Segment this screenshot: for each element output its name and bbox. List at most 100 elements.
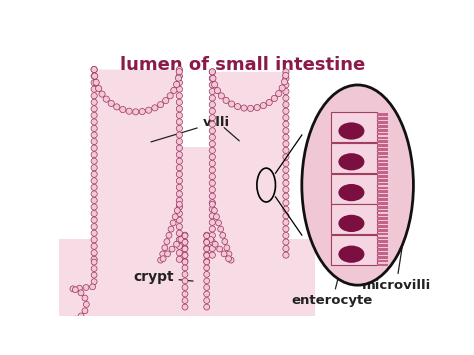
Circle shape (91, 158, 97, 164)
Circle shape (283, 252, 289, 258)
Circle shape (283, 239, 289, 245)
Circle shape (91, 266, 97, 272)
Circle shape (176, 165, 182, 171)
Circle shape (91, 237, 97, 243)
Circle shape (168, 226, 174, 232)
Circle shape (209, 246, 215, 252)
Circle shape (176, 224, 182, 230)
Circle shape (209, 180, 215, 186)
Bar (377, 237, 388, 239)
FancyBboxPatch shape (330, 174, 377, 203)
Circle shape (176, 86, 182, 92)
Circle shape (209, 226, 215, 232)
Ellipse shape (338, 153, 365, 170)
Circle shape (283, 141, 289, 147)
Circle shape (226, 251, 232, 257)
Circle shape (91, 178, 97, 184)
Circle shape (283, 102, 289, 108)
Circle shape (276, 91, 282, 97)
Circle shape (209, 108, 215, 114)
Bar (377, 148, 388, 151)
Circle shape (209, 193, 215, 199)
FancyBboxPatch shape (212, 72, 286, 258)
Circle shape (160, 256, 166, 262)
Circle shape (91, 66, 97, 73)
Circle shape (176, 201, 182, 207)
Circle shape (218, 93, 225, 99)
Bar (377, 114, 388, 116)
Circle shape (204, 291, 210, 297)
Circle shape (172, 214, 178, 220)
Circle shape (91, 119, 97, 125)
Text: microvilli: microvilli (362, 203, 431, 292)
Circle shape (173, 81, 180, 87)
Circle shape (216, 220, 221, 226)
Circle shape (283, 95, 289, 101)
Circle shape (283, 167, 289, 173)
Bar (377, 264, 388, 266)
Bar (377, 225, 388, 228)
Bar (377, 140, 388, 143)
Circle shape (209, 121, 215, 127)
Bar (377, 171, 388, 174)
Wedge shape (94, 70, 179, 112)
Circle shape (176, 145, 182, 151)
Ellipse shape (338, 122, 365, 140)
Bar (377, 160, 388, 162)
Bar (377, 152, 388, 155)
Circle shape (167, 93, 173, 99)
Circle shape (283, 115, 289, 121)
Circle shape (209, 174, 215, 180)
Bar (377, 179, 388, 182)
Circle shape (182, 265, 188, 271)
FancyBboxPatch shape (179, 147, 212, 301)
Bar (377, 229, 388, 231)
Circle shape (91, 272, 97, 278)
Circle shape (160, 251, 165, 257)
Circle shape (133, 109, 139, 115)
Circle shape (91, 86, 97, 92)
Circle shape (91, 80, 97, 86)
Circle shape (209, 187, 215, 193)
Circle shape (176, 211, 182, 217)
Bar (377, 221, 388, 224)
Bar (377, 117, 388, 120)
Circle shape (283, 128, 289, 134)
Circle shape (176, 178, 182, 184)
Circle shape (209, 233, 215, 239)
Bar (377, 164, 388, 166)
Circle shape (283, 160, 289, 166)
Circle shape (209, 147, 215, 153)
Circle shape (283, 134, 289, 140)
Bar (377, 217, 388, 220)
Text: lumen of small intestine: lumen of small intestine (120, 56, 365, 75)
Circle shape (91, 279, 97, 285)
Circle shape (90, 284, 96, 290)
Circle shape (91, 73, 98, 79)
Circle shape (283, 147, 289, 153)
Bar (377, 252, 388, 255)
Circle shape (266, 99, 272, 105)
Circle shape (176, 112, 182, 119)
Bar (377, 187, 388, 189)
Circle shape (176, 125, 182, 132)
Circle shape (221, 251, 227, 257)
Circle shape (182, 252, 188, 258)
Circle shape (182, 233, 188, 239)
Circle shape (176, 184, 182, 190)
Bar (377, 233, 388, 235)
Circle shape (91, 171, 97, 178)
Circle shape (260, 103, 266, 109)
Circle shape (91, 165, 97, 171)
Circle shape (73, 316, 78, 322)
Circle shape (254, 104, 260, 111)
Bar (377, 121, 388, 124)
Wedge shape (85, 297, 98, 324)
Circle shape (91, 73, 97, 79)
Bar (377, 248, 388, 251)
Circle shape (218, 226, 224, 232)
Bar (377, 167, 388, 170)
Ellipse shape (302, 85, 413, 285)
Circle shape (283, 187, 289, 193)
Circle shape (91, 132, 97, 138)
